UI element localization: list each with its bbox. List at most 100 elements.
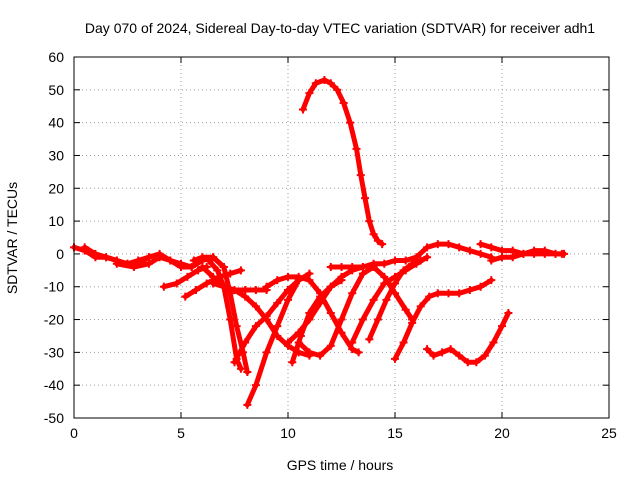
data-series-track-15 — [294, 263, 417, 360]
y-tick-label: 30 — [48, 147, 64, 163]
data-track-line — [264, 274, 362, 355]
data-point-marker — [399, 338, 408, 347]
data-point-marker — [288, 358, 297, 367]
data-point-marker — [530, 246, 539, 255]
y-tick-label: 0 — [56, 246, 64, 262]
data-point-marker — [380, 279, 389, 288]
x-tick-label: 15 — [387, 425, 403, 441]
data-point-marker — [354, 348, 363, 357]
data-point-marker — [391, 354, 399, 363]
data-point-marker — [380, 259, 389, 268]
data-point-marker — [423, 345, 432, 354]
plot-data-area — [70, 75, 569, 409]
data-point-marker — [213, 266, 222, 275]
x-tick-label: 20 — [494, 425, 510, 441]
data-point-marker — [408, 318, 417, 327]
data-point-marker — [144, 259, 153, 268]
data-point-marker — [446, 345, 455, 354]
data-point-marker — [159, 282, 168, 291]
data-point-marker — [455, 351, 464, 360]
data-point-marker — [155, 253, 164, 262]
data-point-marker — [373, 315, 382, 324]
data-point-marker — [348, 338, 357, 347]
data-point-marker — [181, 292, 190, 301]
data-point-marker — [480, 351, 489, 360]
data-point-marker — [230, 358, 239, 367]
data-point-marker — [465, 286, 474, 295]
data-point-marker — [112, 259, 121, 268]
data-series-track-21 — [423, 308, 513, 367]
data-point-marker — [209, 272, 218, 281]
data-point-marker — [251, 302, 260, 311]
data-point-marker — [326, 263, 335, 272]
data-point-marker — [391, 256, 399, 265]
data-point-marker — [305, 89, 314, 98]
data-point-marker — [444, 240, 453, 249]
data-point-marker — [463, 358, 472, 367]
data-point-marker — [198, 253, 207, 262]
y-tick-label: -10 — [44, 279, 64, 295]
data-point-marker — [284, 295, 292, 304]
chart-title: Day 070 of 2024, Sidereal Day-to-day VTE… — [85, 20, 595, 36]
data-point-marker — [416, 256, 425, 265]
data-point-marker — [337, 315, 346, 324]
data-point-marker — [346, 118, 355, 127]
data-point-marker — [476, 240, 485, 249]
data-point-marker — [273, 276, 282, 285]
data-point-marker — [243, 400, 252, 409]
data-point-marker — [236, 266, 245, 275]
data-point-marker — [251, 381, 260, 390]
data-point-marker — [294, 338, 303, 347]
data-point-marker — [369, 295, 378, 304]
y-tick-label: -50 — [44, 410, 64, 426]
x-axis-label: GPS time / hours — [287, 457, 394, 473]
data-point-marker — [412, 253, 421, 262]
data-track-line — [285, 264, 366, 345]
data-point-marker — [129, 263, 138, 272]
data-point-marker — [378, 240, 387, 249]
data-point-marker — [487, 276, 496, 285]
x-tick-label: 10 — [280, 425, 296, 441]
data-point-marker — [219, 263, 228, 272]
data-point-marker — [369, 259, 378, 268]
data-series-track-09 — [198, 263, 271, 295]
data-point-marker — [476, 249, 485, 258]
data-point-marker — [262, 348, 271, 357]
data-point-marker — [540, 246, 549, 255]
data-point-marker — [476, 282, 485, 291]
data-series-track-18 — [326, 240, 496, 272]
data-point-marker — [399, 266, 408, 275]
data-series-track-19 — [298, 75, 387, 249]
data-point-marker — [305, 315, 314, 324]
data-point-marker — [382, 295, 391, 304]
data-point-marker — [465, 246, 474, 255]
data-point-marker — [356, 171, 365, 180]
data-point-marker — [326, 79, 335, 88]
data-point-marker — [284, 272, 292, 281]
data-point-marker — [519, 249, 528, 258]
data-point-marker — [487, 256, 496, 265]
y-axis-label: SDTVAR / TECUs — [4, 182, 20, 294]
data-point-marker — [316, 299, 325, 308]
data-series-track-13 — [262, 272, 363, 357]
data-point-marker — [401, 256, 410, 265]
data-point-marker — [472, 358, 481, 367]
data-point-marker — [80, 243, 89, 252]
data-point-marker — [273, 299, 282, 308]
data-point-marker — [423, 253, 432, 262]
data-series-track-17 — [365, 256, 425, 344]
data-point-marker — [316, 289, 325, 298]
data-point-marker — [348, 263, 357, 272]
data-point-marker — [191, 286, 200, 295]
data-point-marker — [262, 282, 271, 291]
data-point-marker — [433, 240, 442, 249]
data-point-marker — [429, 351, 438, 360]
data-point-marker — [316, 351, 325, 360]
data-point-marker — [369, 230, 378, 239]
data-point-marker — [219, 282, 228, 291]
data-point-marker — [273, 322, 282, 331]
data-point-marker — [251, 322, 260, 331]
data-point-marker — [251, 286, 260, 295]
data-point-marker — [365, 217, 374, 226]
y-tick-label: 60 — [48, 49, 64, 65]
